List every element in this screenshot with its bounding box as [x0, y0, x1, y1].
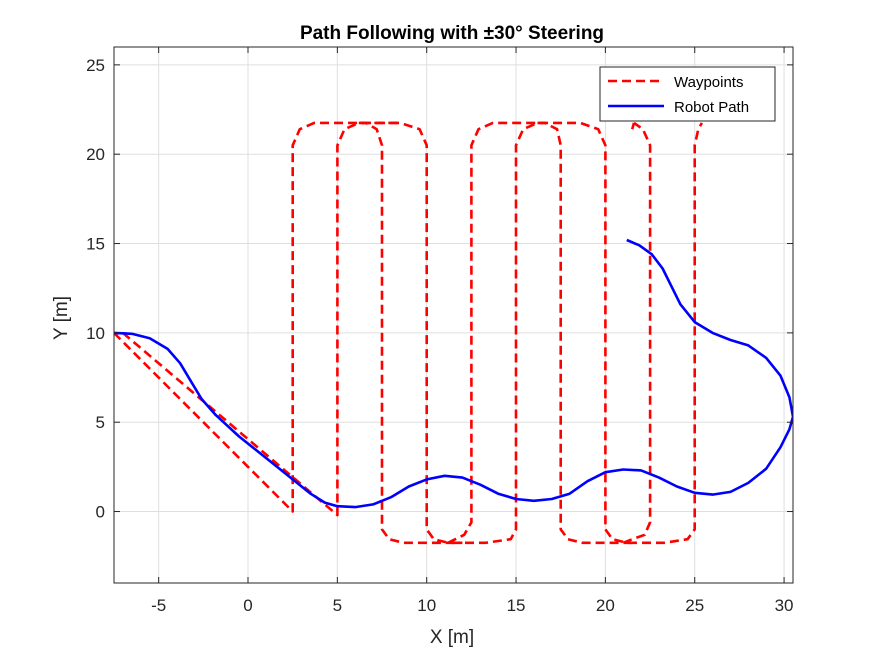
chart-title: Path Following with ±30° Steering: [300, 23, 604, 44]
legend-waypoints-label: Waypoints: [674, 74, 743, 91]
waypoints-series: [114, 121, 704, 545]
legend-robot-path-label: Robot Path: [674, 99, 749, 116]
x-axis-label: X [m]: [430, 627, 474, 648]
series-layer: [114, 121, 793, 545]
x-tick-label: -5: [151, 596, 166, 615]
waypoints-line: [622, 121, 652, 545]
waypoints-line: [114, 121, 704, 545]
x-tick-label: 25: [685, 596, 704, 615]
legend-box: [599, 66, 776, 122]
x-tick-label: 0: [243, 596, 252, 615]
robot-path-line: [114, 238, 793, 509]
waypoints-line: [447, 121, 543, 544]
x-tick-label: 30: [775, 596, 794, 615]
legend: Waypoints Robot Path: [599, 66, 776, 122]
y-tick-label: 5: [96, 413, 105, 432]
y-tick-label: 0: [96, 503, 105, 522]
x-tick-label: 10: [417, 596, 436, 615]
x-tick-label: 5: [333, 596, 342, 615]
waypoints-line: [537, 121, 633, 545]
waypoints-line: [630, 122, 636, 130]
tick-labels: -5 0 5 10 15 20 25 30 0 5 10 15 20 25: [86, 56, 793, 615]
x-tick-label: 15: [507, 596, 526, 615]
y-axis-label: Y [m]: [51, 296, 72, 340]
y-tick-label: 15: [86, 235, 105, 254]
tick-marks: [114, 47, 793, 583]
y-tick-label: 10: [86, 324, 105, 343]
y-tick-label: 20: [86, 145, 105, 164]
axes-box: [113, 46, 794, 584]
x-tick-label: 20: [596, 596, 615, 615]
y-tick-label: 25: [86, 56, 105, 75]
robot-path-series: [114, 238, 793, 509]
plot-area: [114, 47, 793, 583]
waypoints-line: [358, 121, 463, 545]
